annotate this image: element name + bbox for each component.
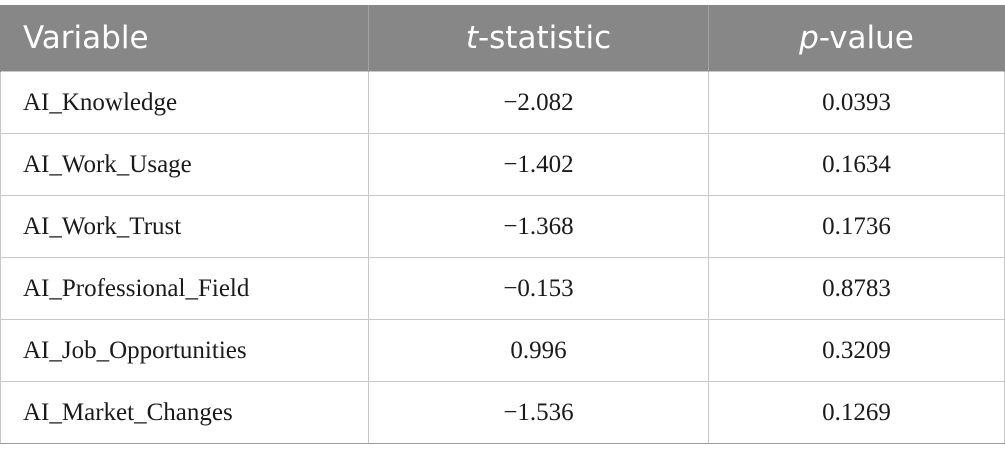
column-header-variable: Variable — [0, 5, 369, 72]
column-header-t-statistic: t-statistic — [368, 5, 709, 72]
table-header: Variable t-statistic p-value — [0, 5, 1005, 72]
cell-variable: AI_Work_Usage — [0, 133, 369, 196]
table-row: AI_Knowledge −2.082 0.0393 — [0, 71, 1005, 134]
cell-variable: AI_Professional_Field — [0, 257, 369, 320]
cell-p-value: 0.1736 — [708, 195, 1005, 258]
p-value-label: -value — [818, 20, 914, 56]
cell-t-statistic: −1.536 — [368, 381, 709, 444]
table-row: AI_Job_Opportunities 0.996 0.3209 — [0, 319, 1005, 382]
cell-p-value: 0.0393 — [708, 71, 1005, 134]
cell-t-statistic: −1.368 — [368, 195, 709, 258]
table-row: AI_Professional_Field −0.153 0.8783 — [0, 257, 1005, 320]
cell-t-statistic: 0.996 — [368, 319, 709, 382]
t-symbol: t — [465, 20, 478, 56]
table-row: AI_Market_Changes −1.536 0.1269 — [0, 381, 1005, 444]
cell-t-statistic: −0.153 — [368, 257, 709, 320]
table-body: AI_Knowledge −2.082 0.0393 AI_Work_Usage… — [0, 71, 1005, 444]
column-header-p-value: p-value — [708, 5, 1005, 72]
cell-p-value: 0.3209 — [708, 319, 1005, 382]
table-row: AI_Work_Trust −1.368 0.1736 — [0, 195, 1005, 258]
cell-variable: AI_Work_Trust — [0, 195, 369, 258]
cell-p-value: 0.8783 — [708, 257, 1005, 320]
cell-p-value: 0.1634 — [708, 133, 1005, 196]
table-row: AI_Work_Usage −1.402 0.1634 — [0, 133, 1005, 196]
cell-t-statistic: −2.082 — [368, 71, 709, 134]
cell-variable: AI_Knowledge — [0, 71, 369, 134]
cell-variable: AI_Market_Changes — [0, 381, 369, 444]
header-row: Variable t-statistic p-value — [0, 5, 1005, 72]
cell-variable: AI_Job_Opportunities — [0, 319, 369, 382]
cell-t-statistic: −1.402 — [368, 133, 709, 196]
p-symbol: p — [799, 20, 819, 56]
cell-p-value: 0.1269 — [708, 381, 1005, 444]
t-statistic-label: -statistic — [477, 20, 612, 56]
results-table: Variable t-statistic p-value AI_Knowledg… — [0, 5, 1005, 444]
